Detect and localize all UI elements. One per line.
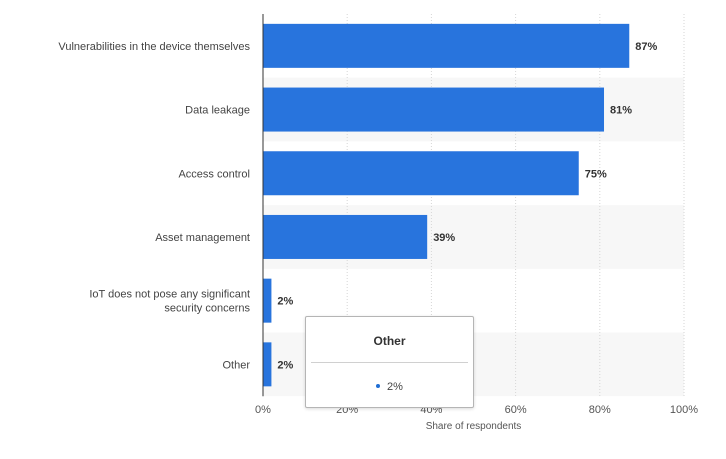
bar[interactable] bbox=[263, 87, 605, 132]
tooltip-value: 2% bbox=[387, 381, 403, 393]
bar[interactable] bbox=[263, 278, 272, 323]
category-label: IoT does not pose any significant securit… bbox=[89, 289, 250, 315]
x-tick-label: 100% bbox=[670, 404, 698, 416]
data-labels: 87% 81% 75% 39% 2% 2% bbox=[277, 41, 657, 372]
category-label: Data leakage bbox=[185, 105, 250, 117]
x-tick-label: 60% bbox=[505, 404, 527, 416]
data-label: 87% bbox=[635, 41, 657, 53]
category-label: Asset management bbox=[155, 232, 250, 244]
category-labels: Vulnerabilities in the device themselves… bbox=[58, 41, 250, 372]
category-label: Access control bbox=[178, 168, 250, 180]
x-tick-label: 80% bbox=[589, 404, 611, 416]
data-label: 2% bbox=[277, 296, 293, 308]
data-label: 39% bbox=[433, 232, 455, 244]
data-label: 81% bbox=[610, 105, 632, 117]
bar[interactable] bbox=[263, 342, 272, 387]
x-axis-title: Share of respondents bbox=[426, 421, 522, 432]
x-tick-label: 0% bbox=[255, 404, 271, 416]
data-label: 75% bbox=[585, 168, 607, 180]
tooltip: Other 2% bbox=[305, 316, 474, 408]
tooltip-divider bbox=[311, 362, 468, 363]
bar[interactable] bbox=[263, 151, 579, 196]
tooltip-row: 2% bbox=[306, 381, 473, 393]
bar[interactable] bbox=[263, 23, 630, 68]
data-label: 2% bbox=[277, 359, 293, 371]
tooltip-title: Other bbox=[373, 334, 406, 348]
bars bbox=[263, 23, 630, 387]
tooltip-series-dot-icon bbox=[376, 384, 381, 389]
category-label: Vulnerabilities in the device themselves bbox=[58, 41, 250, 53]
bar[interactable] bbox=[263, 214, 428, 259]
category-label: Other bbox=[222, 359, 250, 371]
